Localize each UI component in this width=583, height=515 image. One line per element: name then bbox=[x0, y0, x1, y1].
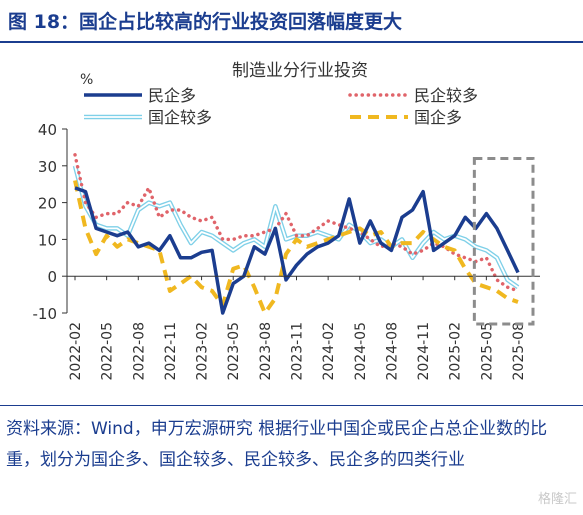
title-divider bbox=[0, 41, 583, 43]
source-note: 资料来源：Wind，申万宏源研究 根据行业中国企或民企占总企业数的比重，划分为国… bbox=[6, 419, 548, 470]
x-tick-label: 2025-05 bbox=[479, 322, 495, 381]
y-tick-label: 30 bbox=[38, 158, 57, 176]
y-tick-label: -10 bbox=[33, 305, 58, 323]
x-tick-label: 2023-11 bbox=[290, 322, 306, 381]
x-tick-label: 2023-05 bbox=[226, 322, 242, 381]
series-layer bbox=[72, 153, 520, 315]
x-tick-label: 2023-08 bbox=[258, 322, 274, 381]
series-line-core bbox=[74, 165, 519, 288]
x-tick-label: 2024-08 bbox=[384, 322, 400, 381]
source-divider bbox=[0, 405, 583, 406]
highlight-layer bbox=[472, 156, 535, 326]
legend-label: 国企较多 bbox=[148, 108, 212, 127]
chart-title: 制造业分行业投资 bbox=[232, 61, 368, 81]
watermark: 格隆汇 bbox=[537, 492, 577, 507]
legend-item: 民企多 bbox=[84, 86, 196, 105]
axes-layer: -10 0 10 20 30 40 2022-02 2022-05 2022-08 2022-11… bbox=[33, 121, 540, 381]
x-tick-label: 2022-11 bbox=[163, 322, 179, 381]
figure-title: 图 18：国企占比较高的行业投资回落幅度更大 bbox=[8, 11, 403, 33]
legend-label: 国企多 bbox=[414, 108, 462, 127]
y-tick-label: 10 bbox=[38, 231, 57, 249]
legend-item: 国企多 bbox=[350, 108, 462, 127]
legend-item: 国企较多 bbox=[84, 108, 212, 127]
highlight-box bbox=[472, 156, 535, 326]
y-tick-label: 20 bbox=[38, 195, 57, 213]
series-line bbox=[73, 180, 519, 315]
legend-item: 民企较多 bbox=[348, 86, 478, 105]
series-line bbox=[74, 186, 520, 315]
legend-label: 民企较多 bbox=[414, 86, 478, 105]
x-tick-label: 2023-02 bbox=[195, 322, 211, 381]
x-tick-label: 2025-08 bbox=[511, 322, 527, 381]
y-axis-unit: % bbox=[80, 72, 93, 88]
x-tick-label: 2022-05 bbox=[100, 322, 116, 381]
x-tick-label: 2024-11 bbox=[416, 322, 432, 381]
x-tick-label: 2024-02 bbox=[321, 322, 337, 381]
x-tick-label: 2024-05 bbox=[353, 322, 369, 381]
x-tick-label: 2022-02 bbox=[68, 322, 84, 381]
y-tick-label: 0 bbox=[47, 268, 57, 286]
series-line bbox=[72, 165, 520, 290]
y-tick-label: 40 bbox=[38, 121, 57, 139]
legend-label: 民企多 bbox=[148, 86, 196, 105]
x-tick-label: 2025-02 bbox=[448, 322, 464, 381]
x-tick-label: 2022-08 bbox=[131, 322, 147, 381]
series-line bbox=[73, 153, 520, 293]
